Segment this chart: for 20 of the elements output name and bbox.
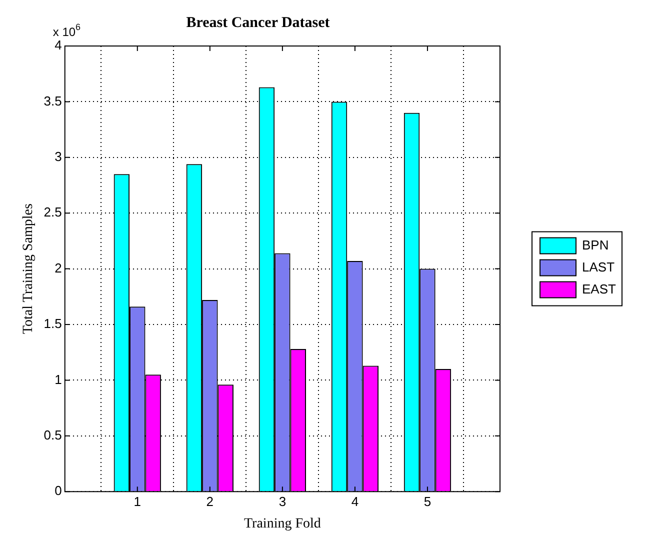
y-tick-label: 0.5 (44, 427, 62, 442)
y-tick-label: 2 (54, 260, 62, 276)
y-tick-label: 1 (54, 372, 62, 387)
x-tick-label: 4 (351, 494, 359, 509)
y-tick-label: 3 (54, 148, 62, 164)
legend-label: BPN (582, 237, 609, 252)
x-tick-label: 3 (278, 494, 286, 509)
x-axis-title: Training Fold (244, 516, 321, 532)
legend-label: EAST (582, 281, 616, 296)
y-tick-label: 4 (54, 38, 62, 53)
y-axis-title: Total Training Samples (21, 204, 36, 334)
chart-title: Breast Cancer Dataset (186, 14, 330, 31)
y-tick-label: 3.5 (44, 93, 62, 108)
legend-label: LAST (582, 259, 615, 274)
y-tick-label: 2.5 (44, 204, 62, 220)
y-tick-label: 1.5 (44, 316, 62, 332)
x-tick-label: 1 (134, 494, 142, 509)
y-tick-label: 0 (54, 483, 62, 498)
x-tick-label: 5 (424, 494, 432, 509)
x-tick-label: 2 (206, 494, 214, 509)
